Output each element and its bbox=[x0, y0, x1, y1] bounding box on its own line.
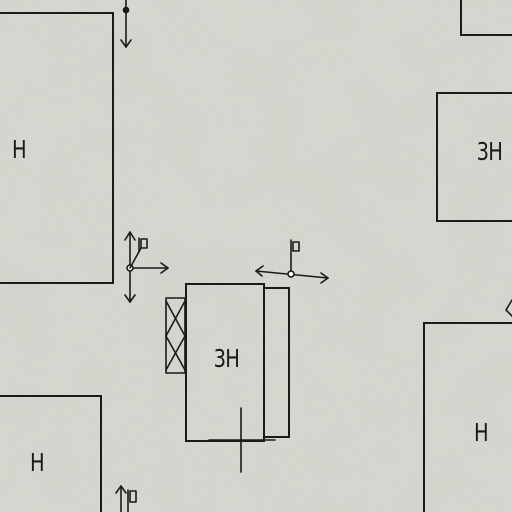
building-annex-center[interactable] bbox=[263, 287, 290, 438]
street-lamp-icon bbox=[255, 239, 329, 284]
arrow-icon bbox=[505, 299, 512, 317]
building-label: Н bbox=[11, 135, 27, 164]
building-h-bottom-right[interactable] bbox=[423, 322, 512, 512]
building-label: 3Н bbox=[213, 344, 240, 373]
gate-icon bbox=[165, 297, 186, 374]
building-3h-right[interactable] bbox=[436, 92, 512, 222]
boundary-line bbox=[208, 407, 276, 473]
building-h-top-left[interactable] bbox=[0, 12, 114, 284]
street-lamp-icon bbox=[115, 485, 137, 512]
building-label: Н bbox=[29, 448, 45, 477]
street-lamp-icon bbox=[124, 231, 169, 303]
building-h-bottom-left[interactable] bbox=[0, 395, 102, 512]
building-top-right[interactable] bbox=[460, 0, 512, 36]
building-label: Н bbox=[473, 418, 489, 447]
building-label: 3Н bbox=[476, 137, 503, 166]
arrow-icon bbox=[120, 0, 132, 48]
